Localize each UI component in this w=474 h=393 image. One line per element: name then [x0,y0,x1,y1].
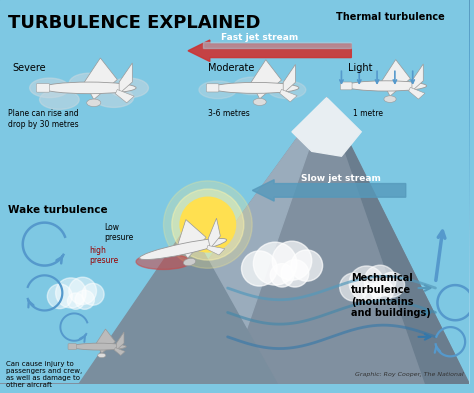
Polygon shape [0,97,469,384]
Ellipse shape [268,81,306,99]
Ellipse shape [72,343,126,350]
Ellipse shape [136,254,191,270]
Ellipse shape [94,88,134,107]
Polygon shape [412,64,423,91]
Text: Light: Light [348,63,373,73]
Circle shape [69,277,97,305]
Ellipse shape [199,81,237,99]
Text: 1 metre: 1 metre [353,109,383,118]
Ellipse shape [139,239,227,259]
Polygon shape [409,87,425,99]
Circle shape [272,241,312,280]
Ellipse shape [253,98,266,105]
Ellipse shape [183,259,196,266]
Text: Slow jet stream: Slow jet stream [301,174,382,183]
Circle shape [254,242,297,285]
Circle shape [172,189,244,260]
Ellipse shape [40,90,79,109]
Circle shape [340,273,368,301]
Polygon shape [382,60,410,96]
Polygon shape [79,224,277,384]
Text: high
presure: high presure [89,246,118,265]
Ellipse shape [234,77,271,95]
Polygon shape [119,97,327,384]
Text: Severe: Severe [12,63,46,73]
Polygon shape [114,347,125,355]
Circle shape [281,260,309,287]
Polygon shape [207,246,225,255]
Ellipse shape [30,78,69,97]
Text: Thermal turbulence: Thermal turbulence [337,12,445,22]
FancyArrow shape [203,42,351,48]
Circle shape [270,264,294,287]
FancyBboxPatch shape [36,84,50,92]
Polygon shape [178,220,206,258]
Circle shape [164,181,252,268]
Circle shape [379,272,405,297]
Text: 3-6 metres: 3-6 metres [208,109,250,118]
Polygon shape [117,332,124,350]
Circle shape [291,250,323,281]
FancyBboxPatch shape [68,344,76,349]
Polygon shape [280,90,297,102]
Polygon shape [292,97,361,156]
Polygon shape [283,64,295,94]
Ellipse shape [69,73,109,93]
Circle shape [75,290,94,309]
Text: Low
presure: Low presure [104,222,133,242]
FancyBboxPatch shape [207,84,219,92]
FancyArrow shape [252,180,406,201]
Circle shape [241,251,277,286]
Polygon shape [115,90,134,103]
Text: TURBULENCE EXPLAINED: TURBULENCE EXPLAINED [8,14,260,32]
Ellipse shape [87,99,101,107]
Text: Can cause injury to
passengers and crew,
as well as damage to
other aircraft: Can cause injury to passengers and crew,… [6,361,82,388]
Circle shape [47,284,72,309]
Text: Moderate: Moderate [208,63,254,73]
Ellipse shape [212,83,299,94]
Ellipse shape [98,353,106,358]
Polygon shape [119,63,132,94]
Circle shape [55,278,86,308]
Circle shape [349,266,384,300]
Polygon shape [84,58,117,99]
Circle shape [363,283,382,302]
Circle shape [364,265,396,296]
Polygon shape [251,60,282,99]
Circle shape [82,283,104,305]
Ellipse shape [42,82,136,94]
Ellipse shape [346,81,427,91]
FancyArrow shape [188,40,351,62]
Ellipse shape [384,96,396,103]
Text: Fast jet stream: Fast jet stream [221,33,298,42]
Text: Graphic: Roy Cooper, The National: Graphic: Roy Cooper, The National [355,372,463,377]
Text: Plane can rise and
drop by 30 metres: Plane can rise and drop by 30 metres [8,109,79,129]
Polygon shape [327,97,469,384]
Circle shape [371,280,393,302]
Text: Wake turbulence: Wake turbulence [8,205,108,215]
Polygon shape [96,329,115,353]
Polygon shape [208,218,220,248]
Circle shape [180,197,236,252]
Text: Mechanical
turbulence
(mountains
and buildings): Mechanical turbulence (mountains and bui… [351,274,431,318]
Circle shape [67,293,84,309]
Ellipse shape [109,78,148,97]
FancyBboxPatch shape [340,82,352,90]
